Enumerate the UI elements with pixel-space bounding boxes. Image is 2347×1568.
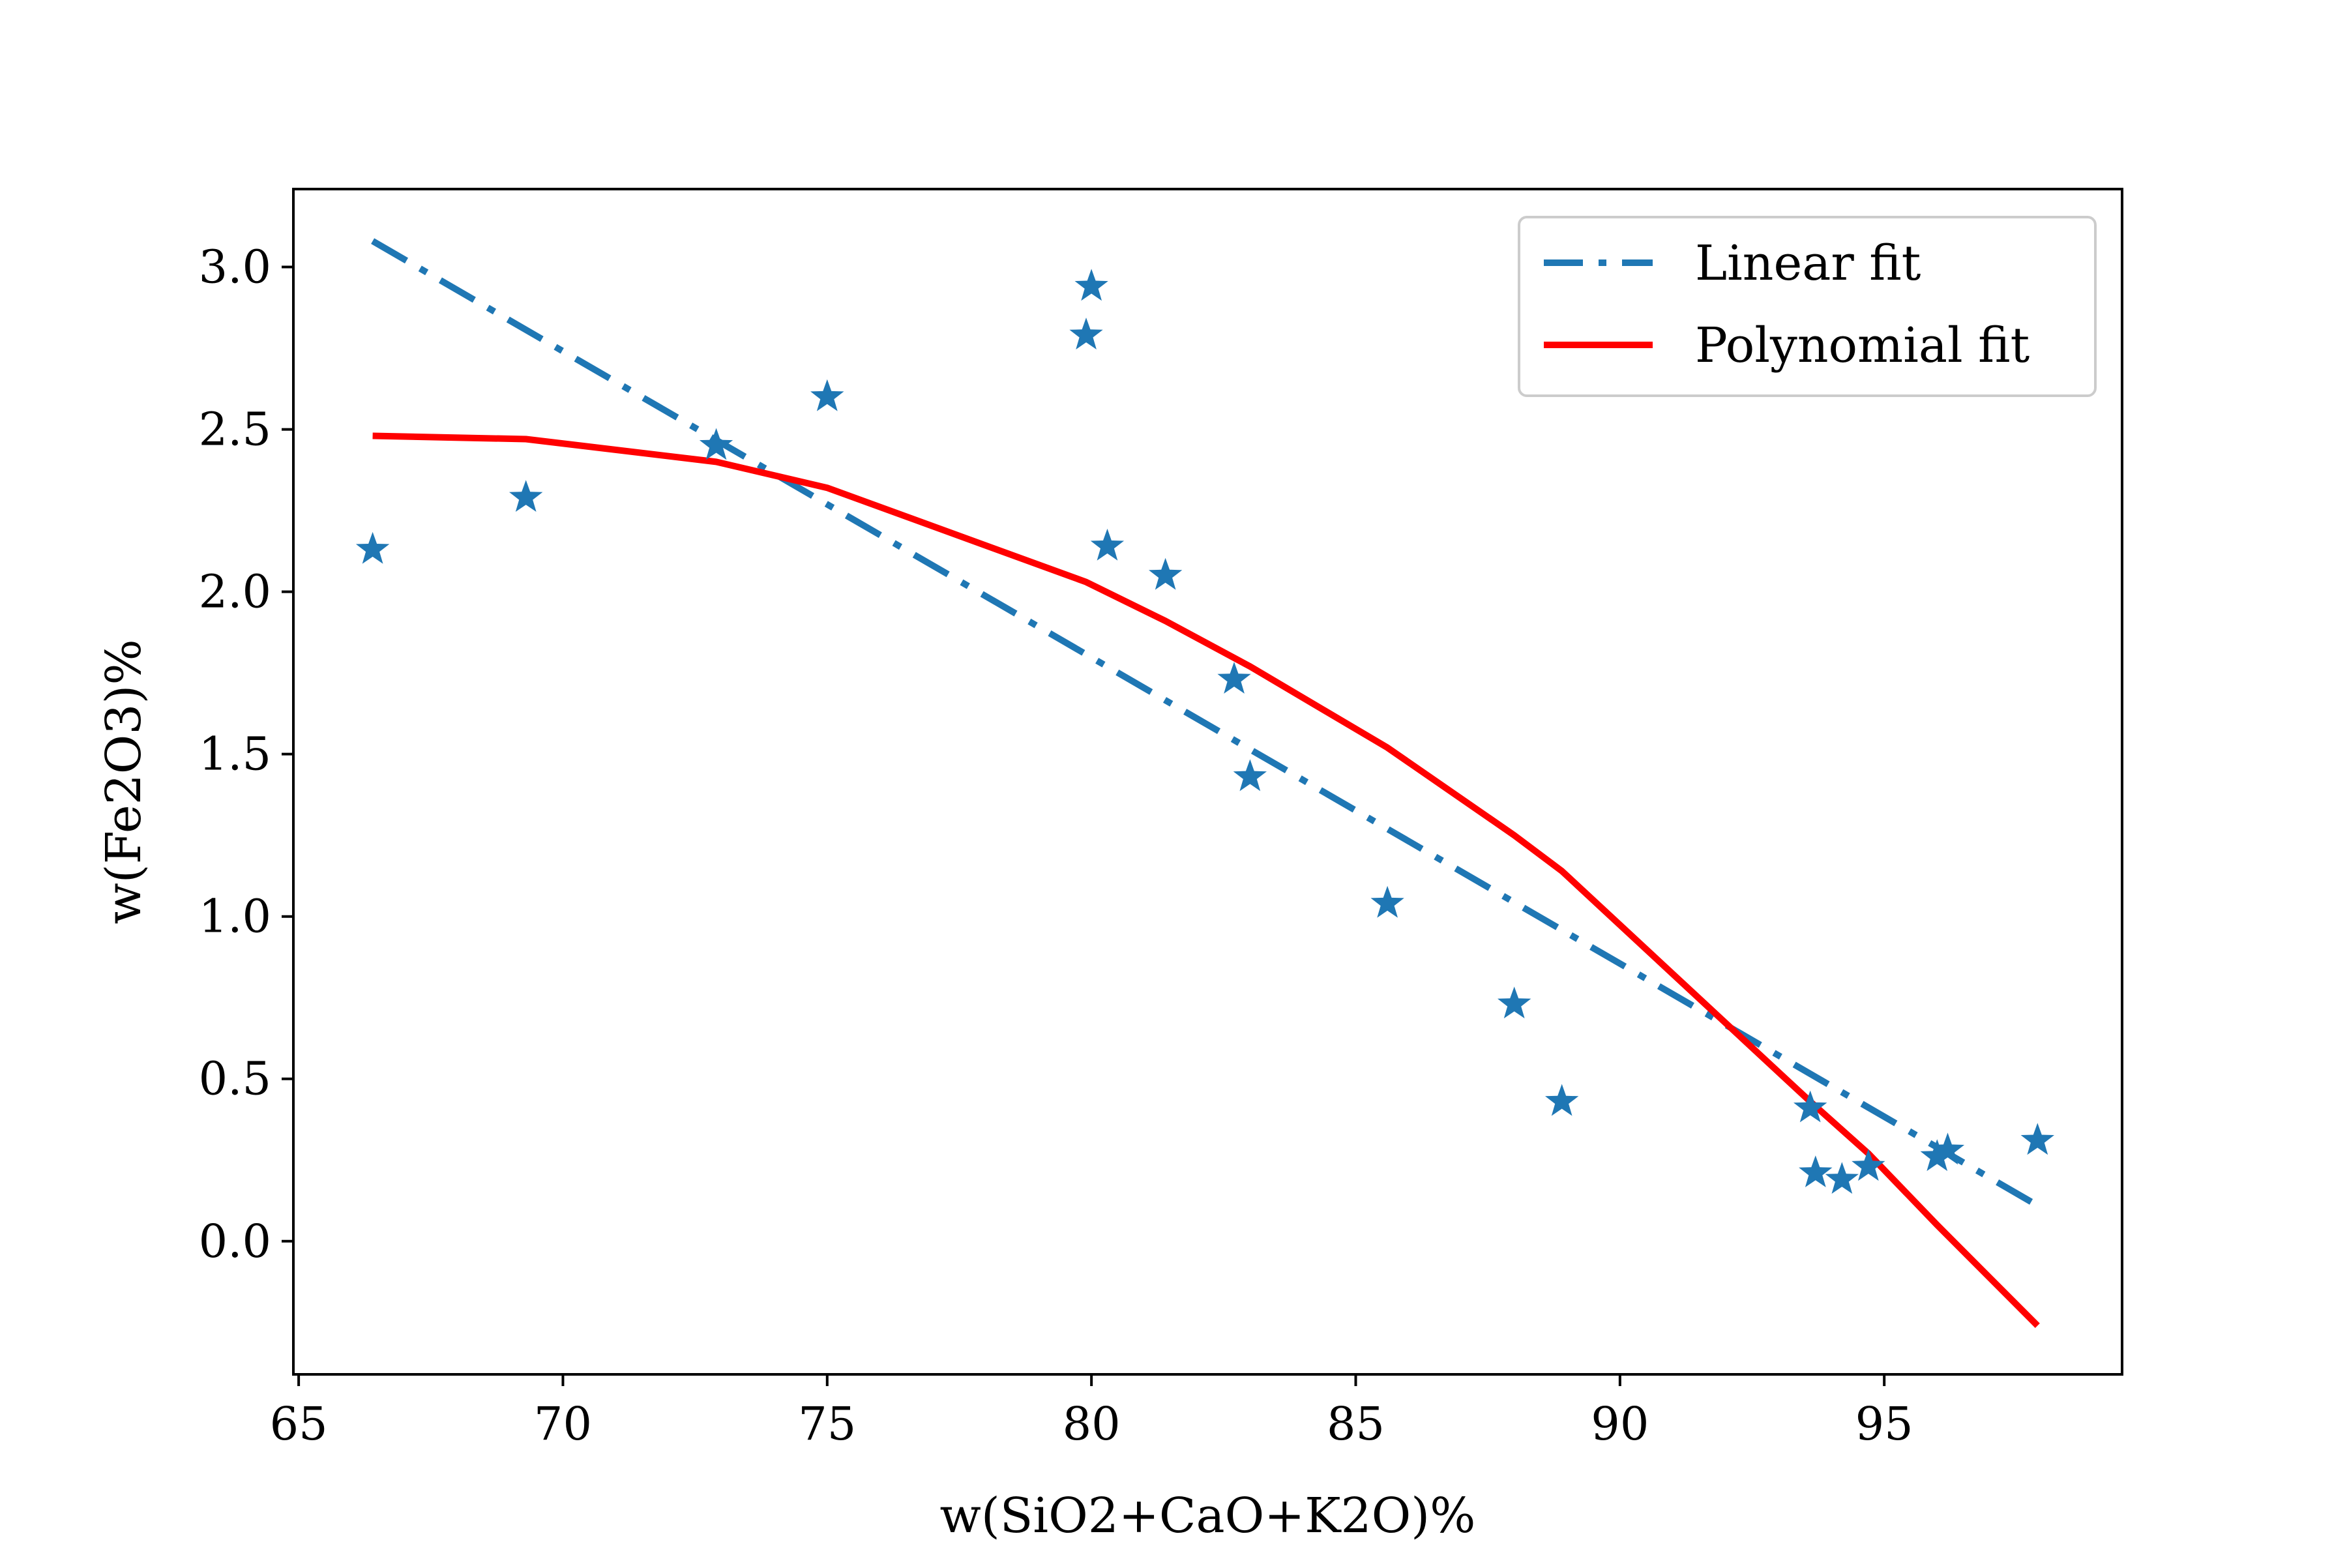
fit-lines [371, 238, 2040, 1328]
data-point-star [1920, 1139, 1954, 1172]
data-point-star [1930, 1132, 1965, 1165]
y-tick-label: 1.0 [199, 890, 271, 943]
y-tick-label: 3.0 [199, 241, 271, 294]
data-point-star [699, 428, 733, 460]
data-point-star [1498, 986, 1531, 1018]
x-tick-label: 85 [1327, 1397, 1385, 1451]
x-axis-label: w(SiO2+CaO+K2O)% [940, 1488, 1476, 1544]
data-point-star [1074, 269, 1108, 301]
x-tick-label: 80 [1063, 1397, 1121, 1451]
y-tick-label: 0.0 [199, 1215, 271, 1268]
legend-label: Polynomial fit [1695, 318, 2030, 374]
y-tick-label: 0.5 [199, 1052, 271, 1106]
x-tick-label: 90 [1591, 1397, 1649, 1451]
data-point-star [1149, 557, 1183, 590]
y-tick-label: 2.0 [199, 565, 271, 619]
data-point-star [810, 379, 844, 411]
data-point-star [1217, 662, 1251, 694]
data-point-star [1069, 318, 1103, 349]
axis-ticks: 65 70 75 80 85 90 95 0.0 0.5 1.0 1.5 2.0 2.5 3.0 [199, 241, 1913, 1451]
data-points [355, 269, 2054, 1194]
legend-label: Linear fit [1695, 235, 1921, 291]
x-tick-label: 95 [1855, 1397, 1913, 1451]
legend: Linear fit Polynomial fit [1518, 216, 2097, 397]
x-tick-label: 75 [798, 1397, 856, 1451]
data-point-star [1090, 528, 1125, 561]
x-tick-label: 70 [534, 1397, 592, 1451]
data-point-star [2020, 1123, 2054, 1155]
data-point-star [1799, 1155, 1833, 1187]
data-point-star [1233, 759, 1267, 791]
polynomial-fit-line [372, 432, 2040, 1328]
y-tick-label: 2.5 [199, 403, 271, 456]
data-point-star [1370, 885, 1404, 918]
data-point-star [1825, 1162, 1859, 1194]
y-axis-label: w(Fe2O3)% [96, 639, 152, 924]
y-tick-label: 1.5 [199, 728, 271, 781]
x-tick-label: 65 [270, 1397, 328, 1451]
data-point-star [355, 531, 390, 564]
linear-fit-line [371, 238, 2039, 1209]
plot-frame [292, 188, 2123, 1376]
data-point-star [1793, 1090, 1827, 1123]
legend-box [1518, 216, 2097, 397]
data-point-star [509, 480, 543, 512]
data-point-star [1852, 1149, 1885, 1181]
data-point-star [1545, 1084, 1579, 1116]
